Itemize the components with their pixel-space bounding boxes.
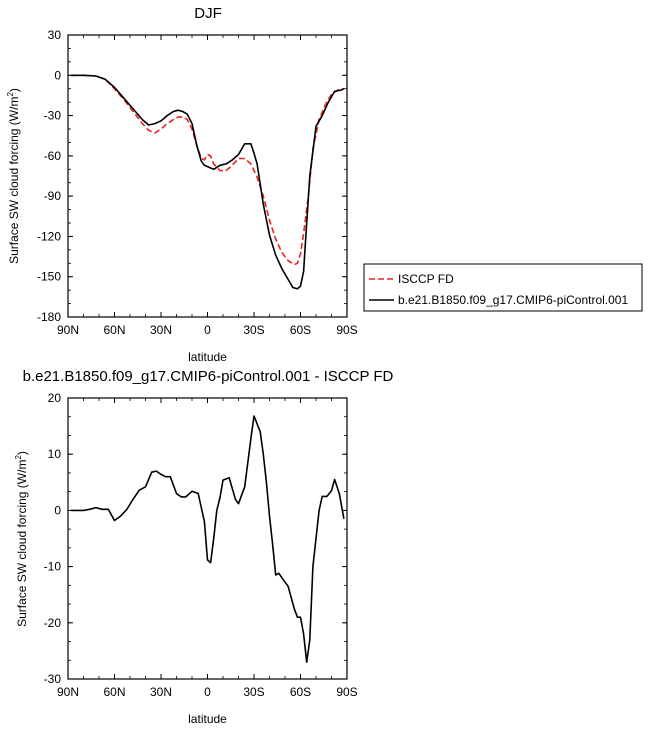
y-tick-label: -30 xyxy=(44,109,62,123)
y-axis-label: Surface SW cloud forcing (W/m2) xyxy=(14,451,29,627)
x-tick-label: 90S xyxy=(336,323,357,337)
x-tick-label: 90N xyxy=(57,323,79,337)
y-tick-label: -120 xyxy=(37,229,61,243)
x-tick-label: 60N xyxy=(103,685,125,699)
x-axis-label: latitude xyxy=(188,350,227,364)
plot-frame xyxy=(67,397,348,680)
chart-title: DJF xyxy=(194,5,222,22)
x-tick-label: 30S xyxy=(243,323,264,337)
x-tick-label: 30S xyxy=(243,685,264,699)
y-tick-label: -180 xyxy=(37,310,61,324)
series-line-2 xyxy=(71,74,345,290)
y-tick-label: 0 xyxy=(54,68,61,82)
series-line-1 xyxy=(71,74,345,266)
legend-label-2: b.e21.B1850.f09_g17.CMIP6-piControl.001 xyxy=(398,293,628,307)
x-tick-label: 0 xyxy=(204,685,211,699)
y-tick-label: -30 xyxy=(44,672,62,686)
chart-title: b.e21.B1850.f09_g17.CMIP6-piControl.001 … xyxy=(23,368,394,385)
x-tick-label: 90N xyxy=(57,685,79,699)
x-tick-label: 30N xyxy=(150,323,172,337)
x-tick-label: 60S xyxy=(290,323,311,337)
y-tick-label: -10 xyxy=(44,560,62,574)
y-tick-label: 0 xyxy=(54,503,61,517)
y-tick-label: 20 xyxy=(48,391,62,405)
x-axis-label: latitude xyxy=(188,712,227,726)
panel-2: b.e21.B1850.f09_g17.CMIP6-piControl.001 … xyxy=(14,368,394,726)
x-tick-label: 0 xyxy=(204,323,211,337)
series-line-1 xyxy=(71,415,345,663)
y-tick-label: 30 xyxy=(48,28,62,42)
x-tick-label: 30N xyxy=(150,685,172,699)
y-tick-label: -60 xyxy=(44,149,62,163)
x-tick-label: 60S xyxy=(290,685,311,699)
legend: ISCCP FD b.e21.B1850.f09_g17.CMIP6-piCont… xyxy=(363,263,643,312)
y-tick-label: 10 xyxy=(48,447,62,461)
y-tick-label: -150 xyxy=(37,270,61,284)
y-axis-label: Surface SW cloud forcing (W/m2) xyxy=(6,88,21,264)
plot-frame xyxy=(67,34,348,318)
legend-label-1: ISCCP FD xyxy=(398,272,454,286)
legend-box xyxy=(363,263,643,312)
y-tick-label: -20 xyxy=(44,616,62,630)
y-tick-label: -90 xyxy=(44,189,62,203)
x-tick-label: 90S xyxy=(336,685,357,699)
x-tick-label: 60N xyxy=(103,323,125,337)
